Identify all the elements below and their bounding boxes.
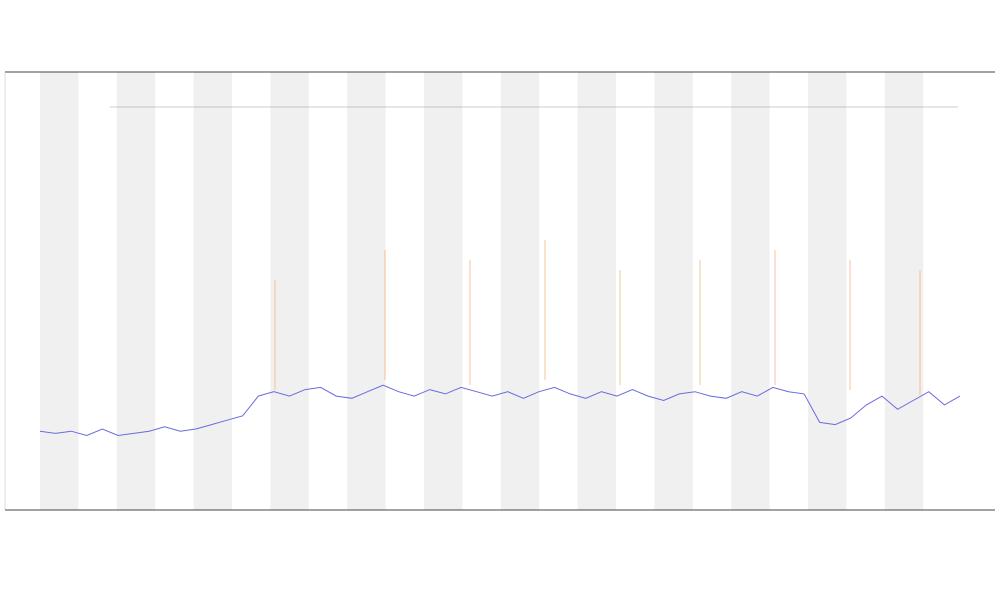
band: [347, 72, 386, 510]
band: [808, 72, 847, 510]
band: [40, 72, 79, 510]
band: [654, 72, 693, 510]
band: [731, 72, 770, 510]
band: [193, 72, 232, 510]
band: [424, 72, 463, 510]
series-line: [39, 384, 961, 437]
event-rows: [110, 106, 958, 395]
band: [577, 72, 616, 510]
band: [116, 72, 156, 510]
background-bands: [40, 72, 924, 510]
band: [270, 72, 309, 510]
band: [500, 72, 540, 510]
band: [884, 72, 924, 510]
